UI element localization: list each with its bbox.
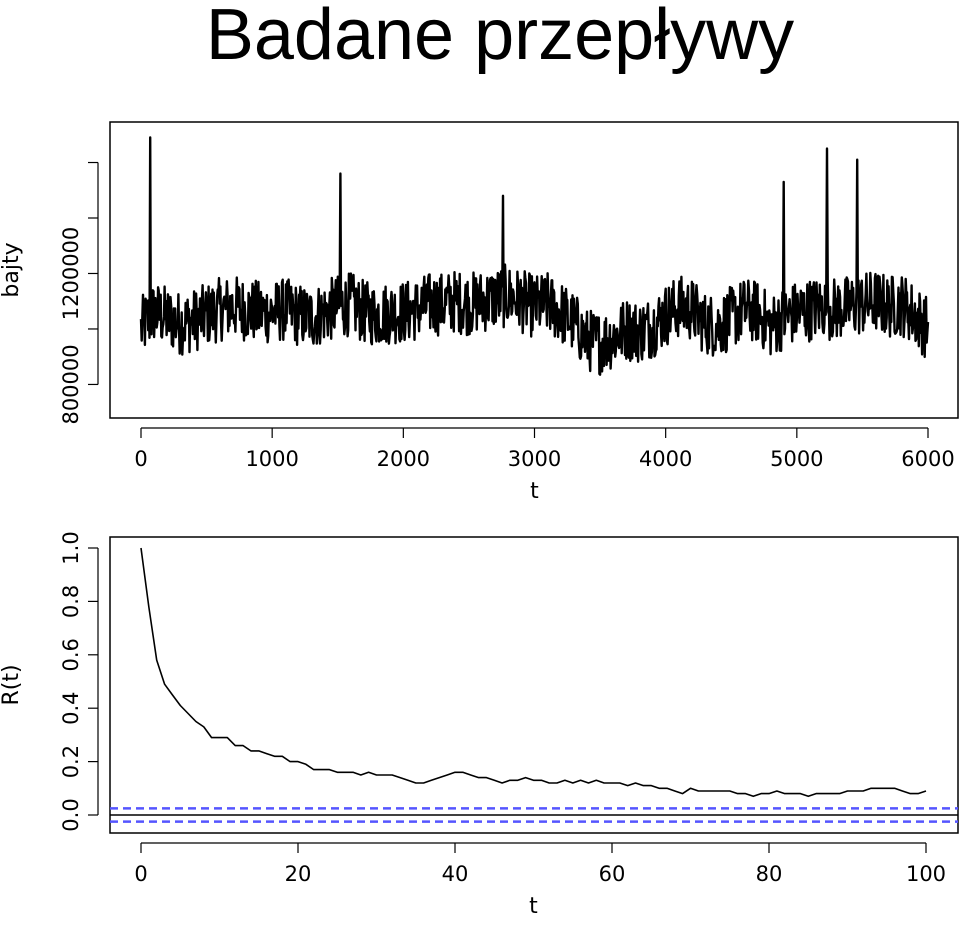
y-tick-label: 0.6: [59, 638, 83, 671]
y-axis-label: R(t): [0, 664, 24, 705]
x-tick-label: 5000: [770, 447, 823, 471]
x-tick-label: 6000: [901, 447, 954, 471]
plot-frame: [109, 121, 959, 419]
x-tick-label: 60: [599, 862, 626, 886]
x-tick-label: 20: [285, 862, 312, 886]
y-tick-label: 800000: [59, 344, 83, 424]
x-axis-label: t: [529, 894, 538, 919]
plot-frame: [109, 536, 959, 834]
traffic-series-line: [139, 136, 930, 376]
y-tick-label: 0.8: [59, 585, 83, 618]
y-tick-label: 1.0: [59, 531, 83, 564]
x-tick-label: 4000: [639, 447, 692, 471]
y-axis-label: bajty: [0, 242, 24, 297]
x-tick-label: 100: [906, 862, 946, 886]
y-tick-label: 1200000: [59, 227, 83, 321]
y-tick-label: 0.2: [59, 745, 83, 778]
x-tick-label: 0: [134, 447, 147, 471]
x-axis-label: t: [530, 479, 539, 504]
x-tick-label: 3000: [508, 447, 561, 471]
x-tick-label: 2000: [377, 447, 430, 471]
traffic-chart: 0 1000 2000 3000 4000 5000 6000 t 800000 1200000 b…: [0, 121, 959, 504]
y-tick-label: 0.0: [59, 798, 83, 831]
autocorrelation-line: [140, 547, 927, 798]
x-tick-label: 0: [134, 862, 147, 886]
autocorrelation-chart: 0 20 40 60 80 100 t 0.0 0.2 0.4 0.6 0.8 1.0 R(t): [0, 531, 959, 919]
x-tick-label: 1000: [245, 447, 298, 471]
y-tick-label: 0.4: [59, 691, 83, 724]
x-tick-label: 80: [756, 862, 783, 886]
x-tick-label: 40: [442, 862, 469, 886]
slide-title: Badane przepływy: [205, 0, 795, 75]
